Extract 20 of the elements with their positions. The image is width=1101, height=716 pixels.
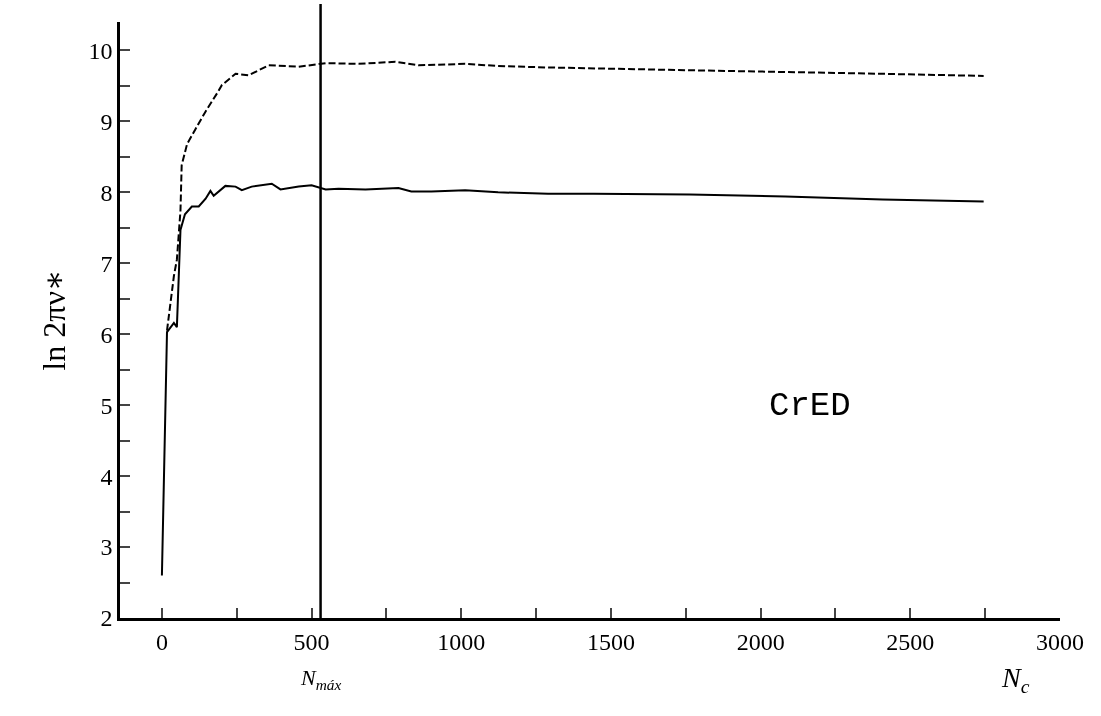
y-tick-label: 3 bbox=[100, 534, 113, 561]
y-axis-title: ln 2πν∗ bbox=[35, 269, 72, 371]
y-tick-label: 5 bbox=[100, 392, 113, 419]
x-tick-label: 2000 bbox=[736, 628, 785, 655]
y-tick-label: 6 bbox=[100, 321, 113, 348]
x-tick-label: 0 bbox=[155, 628, 168, 655]
x-tick-label: 500 bbox=[293, 628, 330, 655]
y-tick-label: 4 bbox=[100, 463, 113, 490]
x-tick-label: 2500 bbox=[886, 628, 935, 655]
annotation: CrED bbox=[769, 387, 851, 425]
y-tick-label: 7 bbox=[100, 250, 113, 277]
y-tick-label: 2 bbox=[100, 605, 113, 632]
x-tick-label: 3000 bbox=[1036, 628, 1084, 655]
x-tick-label: 1500 bbox=[586, 628, 635, 655]
y-tick-label: 8 bbox=[100, 179, 113, 206]
y-tick-label: 9 bbox=[100, 108, 113, 135]
ref-line-label: N$_{máx}$ bbox=[300, 665, 342, 693]
x-tick-label: 1000 bbox=[437, 628, 486, 655]
y-tick-label: 10 bbox=[88, 37, 113, 64]
x-axis-title: N$_{c}$ bbox=[1001, 662, 1030, 697]
